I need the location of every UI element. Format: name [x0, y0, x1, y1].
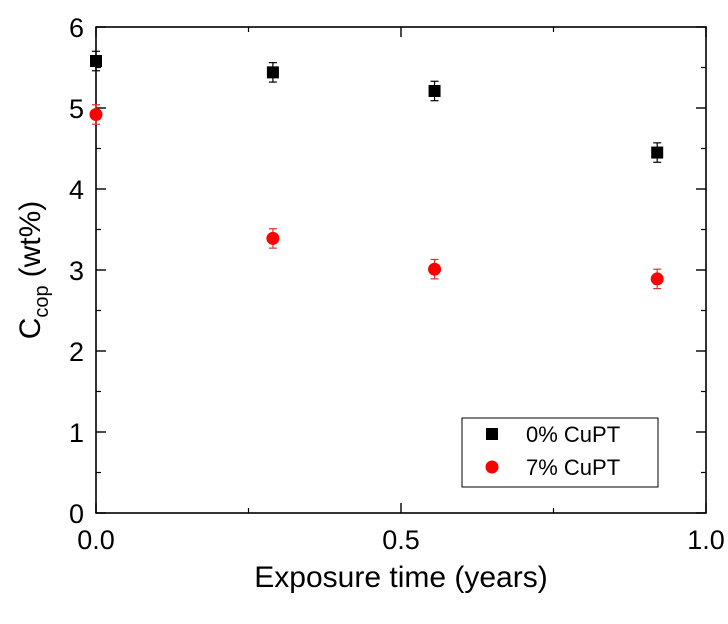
- y-axis-title: Ccop (wt%): [14, 201, 53, 340]
- y-axis-title-main: C: [14, 318, 47, 340]
- data-point-square: [90, 55, 102, 68]
- legend-label-7pct-cupt: 7% CuPT: [526, 455, 620, 480]
- x-axis-ticks: 0.0 0.5 1.0: [77, 27, 725, 555]
- data-point-circle: [266, 231, 280, 245]
- legend-label-0pct-cupt: 0% CuPT: [526, 422, 620, 447]
- y-axis-title-unit: (wt%): [14, 201, 47, 278]
- x-axis-title: Exposure time (years): [254, 561, 547, 594]
- y-tick-label: 4: [69, 175, 84, 205]
- y-tick-label: 2: [69, 337, 84, 367]
- data-point-circle: [650, 272, 664, 286]
- data-point-square: [428, 84, 441, 97]
- data-point-circle: [89, 107, 103, 121]
- data-point-square: [266, 66, 279, 79]
- data-series: [89, 50, 664, 290]
- y-tick-label: 0: [69, 499, 84, 529]
- x-tick-label: 1.0: [687, 525, 725, 555]
- x-tick-label: 0.5: [382, 525, 420, 555]
- legend-marker-0pct-cupt: [486, 428, 498, 440]
- legend: 0% CuPT 7% CuPT: [461, 417, 659, 488]
- y-tick-label: 5: [69, 94, 84, 124]
- data-point-square: [651, 146, 664, 159]
- data-point-circle: [428, 262, 442, 276]
- legend-marker-7pct-cupt: [485, 460, 499, 474]
- y-axis-ticks: 0 1 2 3 4 5 6: [69, 13, 706, 529]
- y-tick-label: 3: [69, 256, 84, 286]
- x-tick-label: 0.0: [77, 525, 115, 555]
- y-tick-label: 1: [69, 418, 84, 448]
- y-tick-label: 6: [69, 13, 84, 43]
- y-axis-title-subscript: cop: [31, 285, 53, 317]
